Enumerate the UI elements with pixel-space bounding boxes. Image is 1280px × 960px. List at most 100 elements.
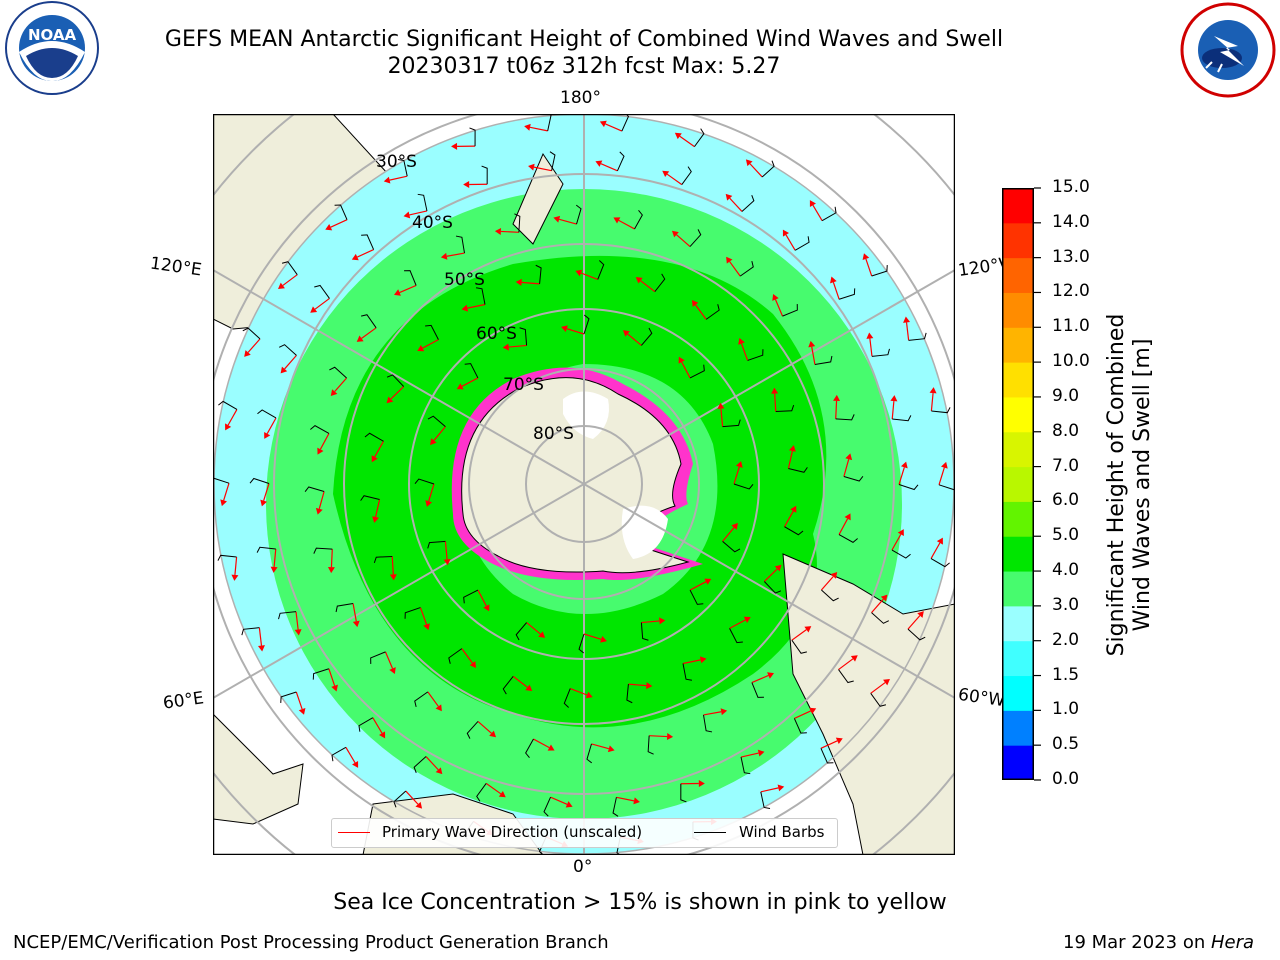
wind-barb (475, 287, 486, 305)
wave-arrow-shaft (334, 377, 348, 392)
wave-arrow-head (635, 277, 643, 284)
wind-barb (427, 415, 446, 427)
wind-barb (463, 589, 479, 604)
wind-barb (249, 477, 270, 484)
wind-barb (681, 166, 692, 185)
wave-arrow-shaft (820, 740, 838, 749)
map-panel[interactable] (213, 114, 955, 855)
wave-arrow-head (622, 330, 630, 337)
wind-barb (689, 589, 704, 605)
wave-arrow-shaft (427, 691, 439, 707)
wind-barb (358, 717, 374, 732)
lat-label-50s: 50°S (444, 270, 485, 290)
wave-arrow-head (767, 672, 774, 679)
footer-credit: NCEP/EMC/Verification Post Processing Pr… (13, 932, 609, 953)
wave-arrow-head (372, 516, 379, 523)
wave-arrow-head (600, 635, 607, 643)
wave-arrow-shaft (812, 204, 823, 222)
wind-barb (751, 682, 764, 698)
colorbar-tick-label: 0.5 (1052, 734, 1080, 755)
wave-arrow-shaft (689, 581, 707, 591)
wind-barb (304, 486, 325, 493)
wave-arrow-head (327, 566, 335, 574)
wave-arrow-shaft (318, 491, 325, 509)
wave-arrow-shaft (425, 756, 439, 771)
wave-arrow-head (897, 529, 904, 537)
wave-arrow-shaft (461, 377, 479, 387)
wave-arrow-head (325, 223, 333, 231)
wave-arrow-shaft (361, 327, 377, 339)
colorbar-border (1002, 188, 1034, 780)
wave-arrow-shaft (234, 556, 238, 576)
wave-arrow-head (494, 227, 502, 235)
wave-arrow-head (789, 445, 796, 452)
wind-barb (218, 400, 238, 410)
wind-barb (535, 264, 542, 284)
wave-arrow-head (599, 120, 607, 128)
colorbar-tick-label: 6.0 (1052, 490, 1080, 511)
colorbar-tick-label: 10.0 (1052, 351, 1090, 372)
colorbar-segment (1002, 466, 1034, 502)
wind-barb (414, 478, 435, 485)
wave-arrow-head (443, 559, 451, 566)
wave-arrow-shaft (791, 629, 807, 641)
wave-arrow-head (646, 682, 653, 690)
wave-arrow-shaft (627, 333, 642, 346)
wave-arrow-shaft (580, 272, 598, 281)
wave-arrow-head (294, 629, 302, 636)
wave-arrow-shaft (328, 668, 336, 686)
wave-arrow-shaft (282, 274, 298, 286)
wind-barb (313, 547, 333, 554)
colorbar-tick-label: 8.0 (1052, 420, 1080, 441)
wave-arrow-shaft (681, 361, 691, 379)
wind-barb (448, 648, 463, 664)
wind-barb (740, 756, 751, 775)
colorbar-tick-label: 14.0 (1052, 211, 1090, 232)
colorbar-segment (1002, 536, 1034, 572)
legend-wave-label: Primary Wave Direction (unscaled) (382, 823, 643, 841)
lat-label-60s: 60°S (476, 324, 517, 344)
lon-label-180: 180° (560, 88, 601, 108)
wave-arrow-head (430, 438, 437, 446)
footer-date-text: 19 Mar 2023 on (1063, 932, 1211, 953)
wind-barb (312, 668, 330, 680)
wind-barb (682, 663, 693, 681)
wave-arrow-shaft (740, 752, 759, 758)
wave-arrow-shaft (676, 234, 691, 248)
lon-label-60e: 60°E (161, 688, 206, 714)
wave-arrow-head (260, 499, 267, 507)
legend-barb-label: Wind Barbs (739, 823, 825, 841)
wave-arrow-shaft (372, 717, 383, 734)
wind-barb (373, 555, 393, 564)
wave-arrow-shaft (559, 218, 577, 225)
wave-arrow-shaft (618, 219, 635, 230)
lat-label-80s: 80°S (533, 424, 574, 444)
wave-arrow-head (415, 801, 423, 809)
wind-barb (335, 603, 354, 613)
wave-arrow-shaft (865, 258, 873, 277)
wave-arrow-shaft (526, 622, 541, 635)
wind-barb (413, 756, 427, 774)
wave-arrow-head (901, 461, 908, 469)
wave-arrow-head (883, 678, 890, 686)
colorbar-label: Significant Height of Combined Wind Wave… (1104, 275, 1156, 695)
wind-barb (360, 495, 380, 501)
wave-arrow-shaft (783, 510, 794, 528)
lat-label-40s: 40°S (412, 213, 453, 233)
colorbar (1002, 188, 1034, 780)
wave-arrow-shaft (357, 249, 374, 258)
wind-barb (314, 284, 330, 299)
wave-arrow-head (298, 707, 306, 715)
wave-arrow-head (903, 316, 911, 323)
wave-arrow-shaft (679, 135, 695, 148)
wind-barb (563, 688, 571, 708)
wind-barb (280, 691, 297, 703)
wave-arrow-head (525, 684, 533, 691)
wind-barb (502, 676, 514, 695)
wind-barb (217, 554, 237, 561)
wave-arrow-shaft (263, 483, 270, 501)
wind-barb (814, 355, 833, 365)
wave-arrow-head (317, 447, 324, 455)
wind-barb (281, 261, 298, 275)
wave-arrow-shaft (774, 299, 784, 317)
